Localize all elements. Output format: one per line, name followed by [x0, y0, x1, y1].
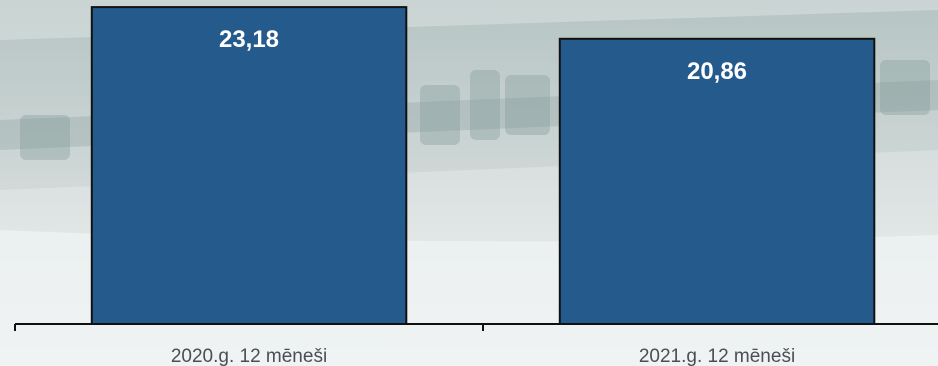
- category-label-1: 2020.g. 12 mēneši: [171, 346, 327, 366]
- bars-layer: [90, 6, 876, 326]
- data-label-2: 20,86: [687, 58, 747, 85]
- category-label-2: 2021.g. 12 mēneši: [639, 346, 795, 366]
- bar-2: [558, 37, 876, 326]
- bar-1: [90, 6, 408, 325]
- labels-layer: 23,18 2020.g. 12 mēneši 20,86 2021.g. 12 mē…: [171, 26, 795, 366]
- data-label-1: 23,18: [219, 26, 279, 53]
